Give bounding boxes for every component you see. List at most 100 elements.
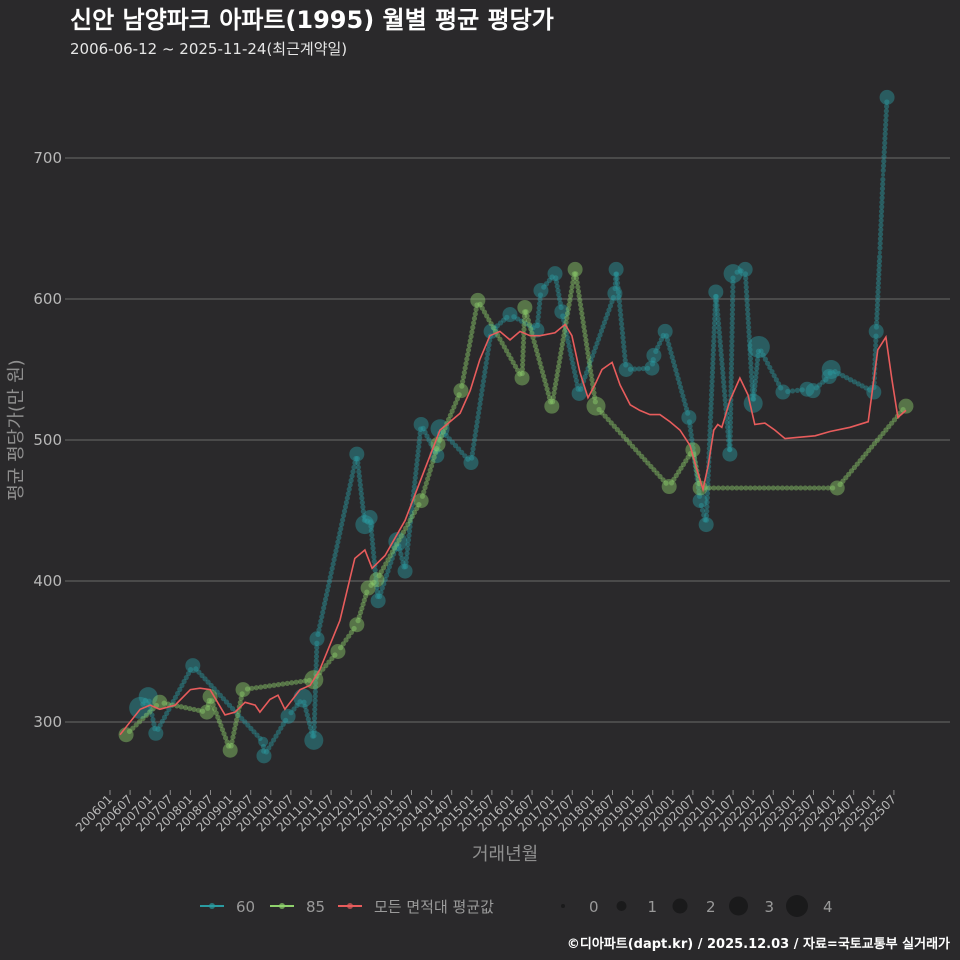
connector-dot-85 [497,336,503,342]
connector-dot-60 [406,528,413,534]
connector-dot-60 [666,341,672,347]
data-point-60 [866,384,882,400]
data-point-60 [533,283,549,299]
connector-dot-85 [591,390,597,396]
connector-dot-60 [728,410,734,417]
connector-dot-60 [881,158,887,164]
connector-dot-85 [685,454,691,460]
connector-dot-60 [494,323,500,329]
connector-dot-85 [756,485,763,491]
connector-dot-85 [438,433,445,439]
connector-dot-60 [348,477,354,484]
connector-dot-85 [854,461,860,467]
connector-dot-60 [535,314,541,320]
connector-dot-60 [294,702,300,708]
connector-dot-85 [552,385,558,392]
connector-dot-85 [734,485,740,491]
connector-dot-60 [412,475,418,481]
connector-dot-85 [532,343,539,349]
connector-dot-60 [769,368,775,375]
connector-dot-85 [608,420,614,426]
connector-dot-60 [709,383,715,389]
connector-dot-85 [583,341,590,347]
connector-dot-60 [370,549,377,556]
connector-dot-60 [357,482,363,488]
connector-dot-60 [707,428,713,434]
connector-dot-60 [245,722,251,728]
connector-dot-60 [879,186,886,192]
connector-dot-60 [435,439,442,445]
connector-dot-60 [750,391,756,398]
connector-dot-85 [715,485,722,491]
connector-dot-60 [707,436,713,443]
connector-dot-85 [577,297,583,303]
connector-dot-60 [695,484,701,491]
connector-dot-60 [338,526,344,532]
connector-dot-85 [178,704,184,710]
connector-dot-60 [312,698,318,704]
connector-dot-60 [876,271,882,278]
connector-dot-60 [649,361,656,367]
connector-dot-60 [728,383,734,390]
connector-dot-60 [749,387,755,393]
connector-dot-60 [172,694,179,701]
legend: 60 85 모든 면적대 평균값 0 1 2 3 4 [200,895,833,917]
connector-dot-60 [536,309,542,316]
connector-dot-60 [754,366,760,372]
connector-dot-85 [533,347,540,353]
connector-dot-60 [669,354,675,360]
connector-dot-60 [179,682,185,689]
connector-dot-60 [716,329,722,336]
connector-dot-85 [542,377,548,384]
connector-dot-85 [582,332,588,339]
connector-dot-85 [471,315,478,322]
connector-dot-60 [660,332,666,339]
connector-dot-60 [405,541,411,548]
connector-dot-60 [341,508,348,514]
connector-dot-60 [876,263,882,269]
connector-dot-85 [747,485,753,491]
connector-dot-60 [416,439,422,445]
connector-dot-60 [312,706,318,713]
connector-dot-60 [478,396,484,402]
data-point-85 [685,442,701,458]
connector-dot-60 [571,365,577,371]
connector-dot-60 [161,714,168,720]
connector-dot-60 [698,502,704,509]
connector-dot-85 [520,340,527,346]
connector-dot-85 [136,719,143,725]
connector-dot-60 [392,547,398,553]
connector-dot-85 [614,427,620,433]
connector-dot-85 [229,738,235,745]
connector-dot-60 [486,342,492,348]
connector-dot-60 [730,280,736,286]
connector-dot-85 [510,359,516,366]
connector-dot-60 [882,140,888,146]
data-point-60 [698,517,714,533]
connector-dot-85 [642,457,648,463]
connector-dot-60 [753,370,759,376]
connector-dot-60 [775,381,782,387]
connector-dot-60 [755,353,761,359]
connector-dot-85 [459,383,465,389]
connector-dot-60 [767,364,773,371]
y-tick-label: 600 [33,290,62,308]
connector-dot-85 [857,458,863,464]
connector-dot-60 [303,708,309,714]
connector-dot-60 [317,623,323,629]
connector-dot-85 [575,284,581,290]
connector-dot-60 [744,302,750,308]
connector-dot-85 [460,374,467,380]
connector-dot-60 [501,317,507,323]
connector-dot-60 [407,524,413,530]
connector-dot-60 [379,585,385,591]
connector-dot-60 [518,318,525,324]
connector-dot-60 [851,379,858,385]
connector-dot-60 [555,287,561,294]
connector-dot-60 [472,432,478,439]
connector-dot-60 [326,579,332,585]
connector-dot-60 [729,343,735,349]
connector-dot-60 [762,356,769,362]
connector-dot-60 [603,315,609,321]
connector-dot-60 [747,356,754,362]
